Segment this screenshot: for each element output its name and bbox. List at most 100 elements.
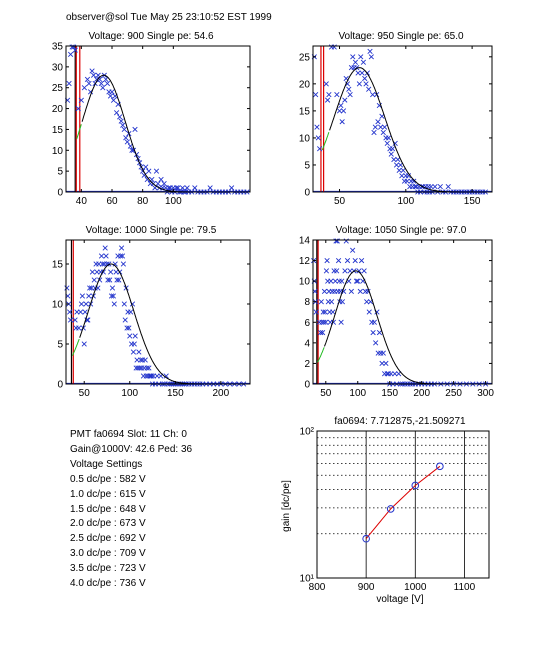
gain-vs-voltage-panel: fa0694: 7.712875,-21.509271 voltage [V] … bbox=[281, 416, 490, 605]
info-line-setting: 0.5 dc/pe : 582 V bbox=[70, 473, 146, 485]
y-tick-label: 20 bbox=[52, 104, 64, 115]
y-tick-label: 10 bbox=[52, 300, 64, 311]
info-line-setting: 1.0 dc/pe : 615 V bbox=[70, 488, 146, 500]
data-point bbox=[391, 156, 397, 163]
axes-frame bbox=[65, 239, 251, 385]
data-point bbox=[334, 268, 340, 274]
fit-curve bbox=[81, 74, 250, 192]
data-point bbox=[118, 253, 124, 259]
fit-curve bbox=[329, 67, 492, 192]
data-point bbox=[144, 365, 150, 371]
data-point bbox=[384, 140, 390, 146]
data-point bbox=[105, 277, 111, 283]
y-tick-label: 0 bbox=[304, 188, 310, 199]
data-point bbox=[384, 371, 390, 377]
data-point bbox=[350, 247, 356, 253]
data-point bbox=[340, 108, 347, 114]
data-point bbox=[388, 371, 394, 377]
data-point bbox=[396, 167, 402, 173]
axes-frame bbox=[316, 430, 490, 579]
data-point bbox=[75, 105, 81, 112]
gain-point bbox=[386, 505, 395, 513]
data-point bbox=[228, 185, 235, 191]
data-point bbox=[324, 257, 330, 264]
x-tick-label: 300 bbox=[477, 388, 494, 399]
data-point bbox=[166, 185, 172, 191]
data-point bbox=[360, 59, 367, 65]
data-point bbox=[102, 245, 108, 251]
data-point bbox=[98, 253, 105, 259]
histogram-panel-950v: Voltage: 950 Single pe: 65.0 50 100 150 0 5 10… bbox=[299, 31, 493, 207]
panel-title: fa0694: 7.712875,-21.509271 bbox=[334, 416, 466, 427]
info-line-setting: 3.5 dc/pe : 723 V bbox=[70, 563, 146, 575]
data-point bbox=[127, 333, 133, 339]
data-point bbox=[142, 357, 148, 363]
data-point bbox=[104, 80, 111, 87]
data-point bbox=[86, 80, 92, 87]
data-point bbox=[121, 126, 127, 133]
data-point bbox=[315, 135, 321, 141]
data-point bbox=[67, 309, 73, 315]
data-point bbox=[326, 92, 332, 98]
axes-frame bbox=[65, 45, 251, 193]
info-line-setting: 3.0 dc/pe : 709 V bbox=[70, 548, 146, 560]
data-point bbox=[347, 92, 353, 98]
data-point bbox=[324, 97, 331, 103]
data-point bbox=[118, 245, 125, 251]
data-point bbox=[331, 268, 337, 274]
x-tick-label: 800 bbox=[309, 582, 326, 593]
data-point bbox=[91, 277, 97, 283]
data-point bbox=[375, 119, 381, 125]
data-point bbox=[116, 277, 122, 283]
data-point bbox=[344, 257, 351, 264]
data-point bbox=[84, 76, 91, 82]
gain-fit-line bbox=[365, 465, 441, 540]
data-point bbox=[143, 164, 149, 170]
data-point bbox=[132, 126, 138, 133]
data-point bbox=[319, 319, 325, 325]
data-point bbox=[343, 238, 349, 244]
fit-curve bbox=[324, 270, 492, 384]
data-point bbox=[82, 309, 88, 315]
fit-curve bbox=[79, 263, 250, 384]
data-point bbox=[368, 54, 374, 60]
y-tick-label: 10² bbox=[300, 427, 315, 438]
panel-title: Voltage: 1000 Single pe: 79.5 bbox=[86, 225, 217, 236]
data-point bbox=[445, 183, 451, 190]
histogram-panel-1050v: Voltage: 1050 Single pe: 97.050 100 150 200… bbox=[299, 225, 495, 399]
x-tick-label: 100 bbox=[121, 388, 138, 399]
data-point bbox=[78, 301, 85, 307]
data-point bbox=[103, 253, 109, 259]
data-point bbox=[397, 162, 404, 168]
data-point bbox=[81, 341, 87, 347]
data-point bbox=[146, 365, 152, 371]
y-tick-label: 4 bbox=[304, 338, 310, 349]
x-tick-label: 900 bbox=[358, 582, 375, 593]
data-point bbox=[356, 81, 363, 87]
x-axis-label: voltage [V] bbox=[376, 594, 423, 605]
data-point bbox=[318, 299, 324, 305]
data-point bbox=[322, 309, 328, 315]
data-point bbox=[338, 319, 344, 325]
panel-title: Voltage: 900 Single pe: 54.6 bbox=[88, 31, 214, 42]
data-point bbox=[329, 288, 335, 295]
data-point bbox=[437, 183, 443, 190]
data-point bbox=[120, 122, 126, 128]
info-line-gain: Gain@1000V: 42.6 Ped: 36 bbox=[70, 443, 193, 455]
data-point bbox=[323, 319, 329, 325]
data-point bbox=[321, 319, 327, 325]
y-tick-label: 10¹ bbox=[300, 574, 315, 585]
data-point bbox=[339, 299, 346, 305]
x-tick-label: 50 bbox=[334, 196, 346, 207]
data-point bbox=[352, 59, 359, 65]
data-point bbox=[339, 278, 345, 284]
axes-frame bbox=[312, 239, 493, 385]
axes-frame bbox=[312, 45, 493, 193]
data-point bbox=[90, 72, 97, 78]
data-point bbox=[381, 124, 388, 130]
data-point bbox=[352, 257, 358, 264]
data-point bbox=[393, 162, 400, 168]
pmt-info-panel: PMT fa0694 Slot: 11 Ch: 0 Gain@1000V: 42… bbox=[70, 428, 192, 592]
data-point bbox=[89, 269, 96, 275]
